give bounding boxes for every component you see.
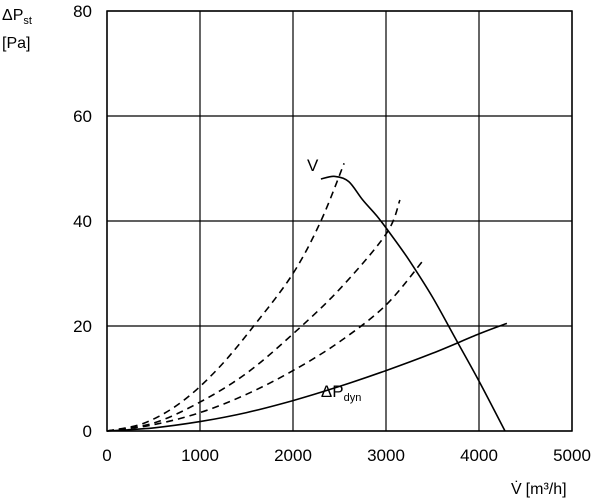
- annotations: V ΔPdyn: [307, 156, 361, 404]
- y-axis-label-sub: st: [23, 15, 32, 27]
- y-tick-label: 80: [73, 2, 92, 21]
- curves: [106, 163, 508, 432]
- x-tick-labels: 0 1000 2000 3000 4000 5000: [102, 446, 591, 465]
- y-tick-label: 0: [83, 422, 92, 441]
- curve-dashed-4: [106, 259, 424, 432]
- x-axis-label: V̇ [m³/h]: [511, 480, 567, 498]
- x-tick-label: 1000: [181, 446, 219, 465]
- grid: [106, 10, 573, 432]
- y-axis-label-main: ΔP: [2, 7, 23, 24]
- y-axis-label: ΔPst: [2, 7, 32, 27]
- x-axis-label-main: V̇: [511, 480, 522, 498]
- y-tick-label: 20: [73, 317, 92, 336]
- x-tick-label: 2000: [274, 446, 312, 465]
- x-axis-label-unit: [m³/h]: [526, 481, 567, 498]
- v-label: V: [307, 156, 319, 175]
- curve-dashed-3: [106, 199, 401, 432]
- x-tick-label: 5000: [553, 446, 591, 465]
- curve-dpdyn: [106, 322, 508, 432]
- x-tick-label: 4000: [460, 446, 498, 465]
- y-tick-labels: 0 20 40 60 80: [73, 2, 92, 441]
- curve-v: [320, 175, 506, 432]
- dpdyn-label: ΔPdyn: [321, 382, 361, 404]
- plot-frame: [106, 10, 573, 432]
- x-tick-label: 0: [102, 446, 111, 465]
- curve-dashed-2: [106, 163, 345, 432]
- y-tick-label: 60: [73, 107, 92, 126]
- y-axis-unit: [Pa]: [2, 35, 30, 52]
- x-tick-label: 3000: [367, 446, 405, 465]
- y-tick-label: 40: [73, 212, 92, 231]
